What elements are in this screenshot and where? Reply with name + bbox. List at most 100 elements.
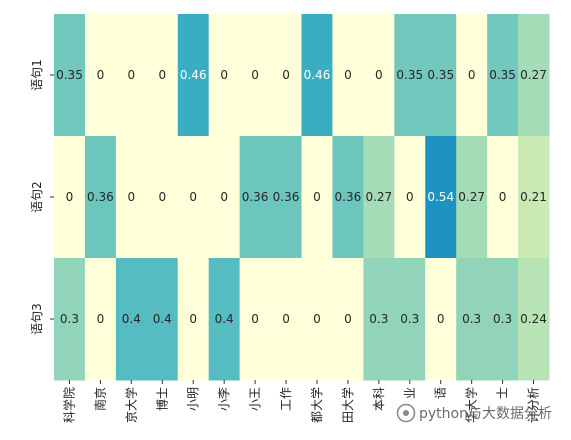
heatmap-cell (239, 136, 272, 259)
x-tick-label: 小李 (216, 387, 231, 411)
cell-value-label: 0.3 (400, 312, 419, 326)
cell-value-label: 0 (189, 312, 197, 326)
x-tick-label: 华大学 (464, 387, 479, 423)
cell-value-label: 0.27 (458, 190, 485, 204)
cell-value-label: 0 (468, 68, 476, 82)
heatmap-cell (115, 258, 148, 381)
cell-value-label: 0 (251, 68, 259, 82)
x-tick-label: 南京 (92, 387, 107, 411)
heatmap-cell (394, 136, 426, 259)
heatmap-cell (84, 14, 117, 137)
heatmap-cell (487, 136, 519, 259)
heatmap-cell (456, 136, 488, 259)
cell-value-label: 0.3 (60, 312, 79, 326)
cell-value-label: 0.4 (215, 312, 234, 326)
heatmap-cell (208, 14, 241, 137)
cell-value-label: 0 (158, 190, 166, 204)
heatmap-cell (301, 14, 333, 137)
y-tick-label: 语句3 (30, 303, 44, 335)
heatmap-cell (487, 14, 519, 137)
heatmap-cell (146, 258, 179, 381)
x-tick-label: 京大学 (123, 387, 138, 423)
cell-value-label: 0 (251, 312, 259, 326)
cell-value-label: 0 (158, 68, 166, 82)
x-tick-label: 士 (496, 387, 510, 399)
heatmap-cell (394, 14, 426, 137)
cell-value-label: 0.4 (122, 312, 141, 326)
cell-value-label: 0 (220, 190, 228, 204)
cell-value-label: 0.54 (427, 190, 454, 204)
x-tick-label: 计分析 (527, 387, 541, 423)
cell-value-label: 0 (97, 312, 105, 326)
x-tick-label: 科学院 (61, 387, 76, 423)
heatmap-cell (270, 14, 302, 137)
heatmap-cell (146, 14, 179, 137)
cell-value-label: 0 (344, 68, 352, 82)
watermark: python与大数据分析 (396, 403, 552, 423)
heatmap-cell (208, 136, 241, 259)
heatmap-cell (239, 258, 272, 381)
cell-value-label: 0 (344, 312, 352, 326)
cell-value-label: 0 (282, 312, 290, 326)
cell-value-label: 0 (437, 312, 445, 326)
cell-value-label: 0.36 (273, 190, 300, 204)
heatmap-cell (270, 136, 302, 259)
heatmap-cell (301, 258, 333, 381)
y-tick-label: 语句1 (30, 59, 44, 91)
heatmap-cell (54, 14, 86, 137)
cell-value-label: 0.24 (520, 312, 547, 326)
heatmap-cell (487, 258, 519, 381)
heatmap-cell (363, 14, 395, 137)
heatmap-cell (54, 258, 86, 381)
heatmap-cell (84, 258, 117, 381)
cell-value-label: 0.27 (520, 68, 547, 82)
x-tick-label: 小明 (186, 387, 200, 411)
cell-value-label: 0 (66, 190, 74, 204)
cell-value-label: 0.3 (493, 312, 512, 326)
heatmap-cell (115, 14, 148, 137)
cell-value-label: 0.4 (153, 312, 172, 326)
watermark-text: python与大数据分析 (419, 406, 552, 422)
cell-value-label: 0 (313, 312, 321, 326)
heatmap-cell (146, 136, 179, 259)
heatmap-cell (270, 258, 302, 381)
heatmap-cell (425, 136, 457, 259)
cell-value-label: 0 (128, 190, 136, 204)
heatmap-cell (456, 14, 488, 137)
heatmap-cell (239, 14, 272, 137)
cell-value-label: 0 (499, 190, 507, 204)
cell-value-label: 0 (406, 190, 414, 204)
x-tick-label: 工作 (279, 387, 293, 411)
heatmap-cell (177, 258, 210, 381)
heatmap-cell (115, 136, 148, 259)
heatmap-cell (518, 136, 550, 259)
cell-value-label: 0 (220, 68, 228, 82)
cell-value-label: 0 (313, 190, 321, 204)
heatmap-cell (177, 14, 210, 137)
heatmap-cell (332, 258, 364, 381)
cell-value-label: 0.3 (462, 312, 481, 326)
heatmap-cell (301, 136, 333, 259)
heatmap-cell (177, 136, 210, 259)
x-tick-label: 博士 (154, 387, 169, 411)
x-tick-label: 业 (403, 387, 417, 399)
cell-value-label: 0.35 (427, 68, 454, 82)
heatmap-cell (332, 136, 364, 259)
heatmap-cell (363, 136, 395, 259)
cell-value-label: 0.27 (365, 190, 392, 204)
heatmap-cell (456, 258, 488, 381)
cell-value-label: 0.46 (304, 68, 331, 82)
cell-value-label: 0.36 (242, 190, 269, 204)
heatmap-cell (518, 14, 550, 137)
cell-value-label: 0 (375, 68, 383, 82)
x-tick-label: 语 (434, 387, 448, 399)
y-tick-label: 语句2 (30, 181, 44, 213)
watermark-icon (396, 403, 416, 423)
watermark-icon-dot (403, 410, 409, 416)
x-tick-label: 都大学 (309, 387, 324, 423)
heatmap-cell (425, 14, 457, 137)
cell-value-label: 0 (282, 68, 290, 82)
y-axis: 语句1 语句2 语句3 (30, 59, 54, 335)
cell-value-label: 0 (97, 68, 105, 82)
